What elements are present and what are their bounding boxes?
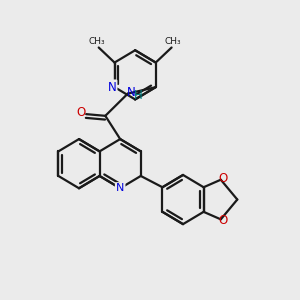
Text: O: O: [218, 214, 227, 227]
Text: N: N: [107, 81, 116, 94]
Text: O: O: [218, 172, 227, 185]
Text: CH₃: CH₃: [165, 37, 181, 46]
Text: N: N: [116, 183, 124, 193]
Text: N: N: [127, 86, 136, 99]
Text: O: O: [76, 106, 86, 119]
Text: CH₃: CH₃: [89, 37, 105, 46]
Text: H: H: [134, 89, 143, 102]
